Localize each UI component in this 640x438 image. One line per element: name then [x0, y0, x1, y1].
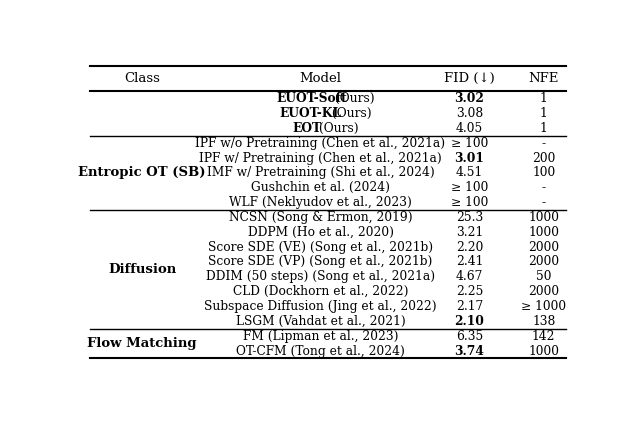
- Text: 2.41: 2.41: [456, 255, 483, 268]
- Text: NCSN (Song & Ermon, 2019): NCSN (Song & Ermon, 2019): [228, 211, 412, 224]
- Text: 100: 100: [532, 166, 556, 180]
- Text: 25.3: 25.3: [456, 211, 483, 224]
- Text: Gushchin et al. (2024): Gushchin et al. (2024): [251, 181, 390, 194]
- Text: -: -: [541, 181, 546, 194]
- Text: 1: 1: [540, 122, 548, 135]
- Text: EUOT-KL: EUOT-KL: [280, 107, 342, 120]
- Text: Flow Matching: Flow Matching: [87, 337, 196, 350]
- Text: 2.20: 2.20: [456, 240, 483, 254]
- Text: 1: 1: [540, 92, 548, 105]
- Text: IPF w/ Pretraining (Chen et al., 2021a): IPF w/ Pretraining (Chen et al., 2021a): [199, 152, 442, 165]
- Text: FID (↓): FID (↓): [444, 72, 495, 85]
- Text: 1000: 1000: [528, 211, 559, 224]
- Text: 138: 138: [532, 315, 556, 328]
- Text: 1000: 1000: [528, 226, 559, 239]
- Text: IPF w/o Pretraining (Chen et al., 2021a): IPF w/o Pretraining (Chen et al., 2021a): [195, 137, 445, 150]
- Text: 142: 142: [532, 330, 556, 343]
- Text: 3.74: 3.74: [454, 345, 484, 357]
- Text: Model: Model: [300, 72, 342, 85]
- Text: ≥ 1000: ≥ 1000: [521, 300, 566, 313]
- Text: 3.02: 3.02: [454, 92, 484, 105]
- Text: Diffusion: Diffusion: [108, 263, 176, 276]
- Text: 4.51: 4.51: [456, 166, 483, 180]
- Text: 4.67: 4.67: [456, 270, 483, 283]
- Text: IMF w/ Pretraining (Shi et al., 2024): IMF w/ Pretraining (Shi et al., 2024): [207, 166, 435, 180]
- Text: 3.08: 3.08: [456, 107, 483, 120]
- Text: FM (Lipman et al., 2023): FM (Lipman et al., 2023): [243, 330, 398, 343]
- Text: 2000: 2000: [528, 240, 559, 254]
- Text: ≥ 100: ≥ 100: [451, 196, 488, 209]
- Text: 2000: 2000: [528, 255, 559, 268]
- Text: (Ours): (Ours): [328, 107, 371, 120]
- Text: 4.05: 4.05: [456, 122, 483, 135]
- Text: Subspace Diffusion (Jing et al., 2022): Subspace Diffusion (Jing et al., 2022): [204, 300, 437, 313]
- Text: EUOT-Soft: EUOT-Soft: [276, 92, 347, 105]
- Text: WLF (Neklyudov et al., 2023): WLF (Neklyudov et al., 2023): [229, 196, 412, 209]
- Text: CLD (Dockhorn et al., 2022): CLD (Dockhorn et al., 2022): [233, 285, 408, 298]
- Text: 1: 1: [540, 107, 548, 120]
- Text: 3.21: 3.21: [456, 226, 483, 239]
- Text: DDPM (Ho et al., 2020): DDPM (Ho et al., 2020): [248, 226, 394, 239]
- Text: NFE: NFE: [529, 72, 559, 85]
- Text: 3.01: 3.01: [454, 152, 484, 165]
- Text: ≥ 100: ≥ 100: [451, 137, 488, 150]
- Text: OT-CFM (Tong et al., 2024): OT-CFM (Tong et al., 2024): [236, 345, 405, 357]
- Text: 50: 50: [536, 270, 552, 283]
- Text: LSGM (Vahdat et al., 2021): LSGM (Vahdat et al., 2021): [236, 315, 405, 328]
- Text: Entropic OT (SB): Entropic OT (SB): [78, 166, 205, 180]
- Text: -: -: [541, 196, 546, 209]
- Text: (Ours): (Ours): [315, 122, 358, 135]
- Text: Score SDE (VP) (Song et al., 2021b): Score SDE (VP) (Song et al., 2021b): [209, 255, 433, 268]
- Text: 2.17: 2.17: [456, 300, 483, 313]
- Text: 2000: 2000: [528, 285, 559, 298]
- Text: -: -: [541, 137, 546, 150]
- Text: EOT: EOT: [292, 122, 321, 135]
- Text: 200: 200: [532, 152, 556, 165]
- Text: Score SDE (VE) (Song et al., 2021b): Score SDE (VE) (Song et al., 2021b): [208, 240, 433, 254]
- Text: ≥ 100: ≥ 100: [451, 181, 488, 194]
- Text: 2.10: 2.10: [454, 315, 484, 328]
- Text: 1000: 1000: [528, 345, 559, 357]
- Text: (Ours): (Ours): [331, 92, 374, 105]
- Text: 6.35: 6.35: [456, 330, 483, 343]
- Text: 2.25: 2.25: [456, 285, 483, 298]
- Text: DDIM (50 steps) (Song et al., 2021a): DDIM (50 steps) (Song et al., 2021a): [206, 270, 435, 283]
- Text: Class: Class: [124, 72, 160, 85]
